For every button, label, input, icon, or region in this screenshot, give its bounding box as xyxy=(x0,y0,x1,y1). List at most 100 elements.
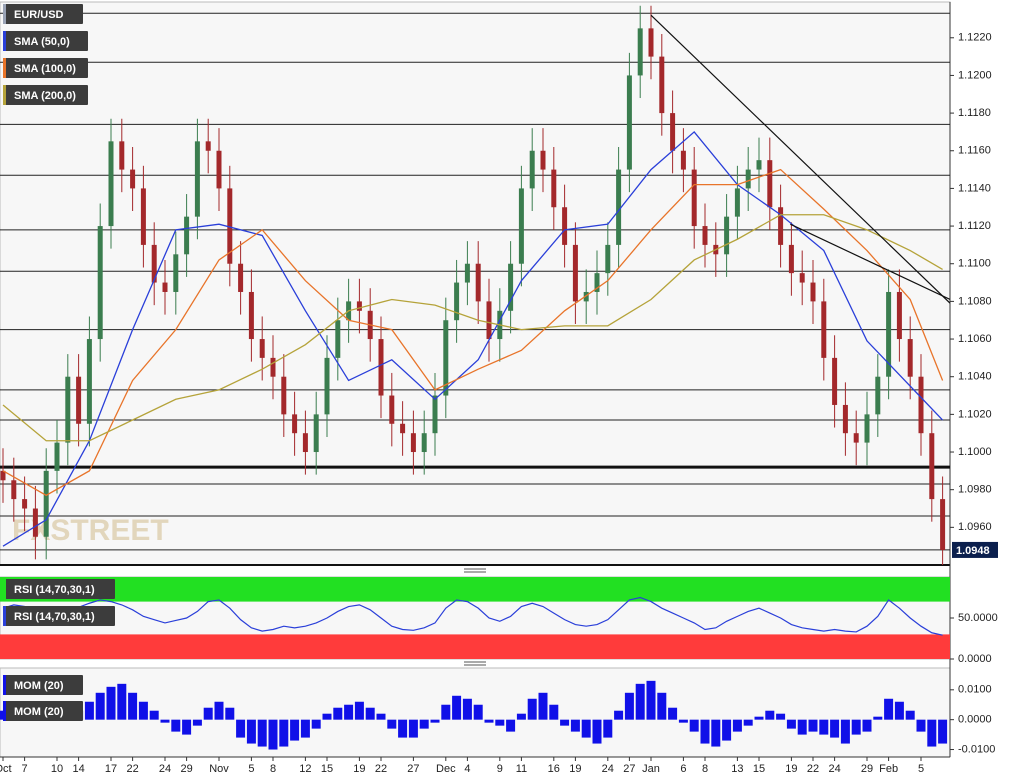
legend-label: SMA (50,0) xyxy=(14,36,70,48)
x-tick-label: 5 xyxy=(248,763,254,775)
mom-bar xyxy=(894,701,904,720)
candle-body xyxy=(572,244,578,302)
mom-bar xyxy=(732,719,742,732)
mom-bar xyxy=(246,719,256,744)
mom-bar xyxy=(322,713,332,720)
x-tick-label: 9 xyxy=(497,763,503,775)
candle-body xyxy=(637,28,643,76)
candle-body xyxy=(778,207,784,245)
mom-bar xyxy=(668,707,678,720)
candle-body xyxy=(464,263,470,283)
mom-bar xyxy=(462,698,472,720)
candle-body xyxy=(745,169,751,189)
legend-label: SMA (200,0) xyxy=(14,90,76,102)
mom-bar xyxy=(387,719,397,729)
mom-bar xyxy=(214,701,224,720)
candle-body xyxy=(799,273,805,283)
resize-handle[interactable] xyxy=(464,568,486,573)
legend-swatch xyxy=(3,58,6,78)
candle-body xyxy=(292,414,298,434)
x-tick-label: 29 xyxy=(180,763,192,775)
candle-body xyxy=(194,141,200,217)
candle-body xyxy=(886,291,892,377)
candle-body xyxy=(670,113,676,151)
legend-swatch xyxy=(3,675,6,695)
candle-body xyxy=(529,150,535,189)
x-tick-label: 22 xyxy=(375,763,387,775)
candle-body xyxy=(302,433,308,453)
mom-bar xyxy=(635,683,645,720)
candle-body xyxy=(896,291,902,340)
candle-body xyxy=(864,414,870,443)
candle-body xyxy=(151,244,157,283)
resize-handle[interactable] xyxy=(464,661,486,666)
y-tick-label: 1.1120 xyxy=(958,220,991,232)
mom-bar xyxy=(527,698,537,720)
x-tick-label: 8 xyxy=(270,763,276,775)
candle-body xyxy=(324,357,330,415)
x-tick-label: 4 xyxy=(464,763,470,775)
mom-bar xyxy=(473,704,483,720)
legend-swatch xyxy=(3,31,6,51)
candle-body xyxy=(173,254,179,292)
mom-bar xyxy=(365,707,375,720)
y-tick-label: 50.0000 xyxy=(958,612,998,624)
mom-bar xyxy=(290,719,300,741)
candle-body xyxy=(486,301,492,340)
mom-bar xyxy=(678,719,688,723)
candle-body xyxy=(475,263,481,302)
candle-body xyxy=(680,150,686,170)
candle-body xyxy=(410,433,416,453)
candle-body xyxy=(432,395,438,434)
mom-bar xyxy=(916,719,926,732)
candle-body xyxy=(140,188,146,245)
x-tick-label: 27 xyxy=(623,763,635,775)
candle-body xyxy=(853,433,859,443)
mom-bar xyxy=(484,719,494,723)
candle-body xyxy=(907,339,913,377)
x-tick-label: Oct xyxy=(0,763,12,775)
legend-box xyxy=(3,85,88,105)
candle-body xyxy=(875,376,881,415)
sma-line xyxy=(2,168,944,497)
candle-body xyxy=(378,339,384,396)
legend-swatch xyxy=(3,606,6,626)
mom-layer xyxy=(0,680,948,750)
mom-bar xyxy=(257,719,267,747)
candle-body xyxy=(400,423,406,434)
mom-bar xyxy=(430,719,440,723)
legend-swatch xyxy=(3,701,6,721)
trend-line xyxy=(790,223,950,301)
legend-label: RSI (14,70,30,1) xyxy=(14,584,95,596)
mom-bar xyxy=(884,698,894,720)
mom-bar xyxy=(560,719,570,726)
mom-bar xyxy=(376,713,386,720)
legend-box xyxy=(3,58,88,78)
rsi-line xyxy=(2,596,943,636)
candle-body xyxy=(32,508,38,537)
mom-bar xyxy=(549,704,559,720)
candle-body xyxy=(43,470,49,537)
sma-line xyxy=(2,214,943,442)
mom-bar xyxy=(408,719,418,738)
candle-body xyxy=(421,433,427,453)
candle-body xyxy=(918,376,924,434)
mom-bar xyxy=(938,719,948,744)
mom-bar xyxy=(570,719,580,732)
mom-bar xyxy=(808,719,818,732)
mom-bar xyxy=(128,692,138,720)
mom-bar xyxy=(441,704,451,720)
candle-body xyxy=(788,244,794,274)
watermark: FXSTREET xyxy=(12,514,169,547)
y-tick-label: -0.0100 xyxy=(958,743,995,755)
oversold-zone xyxy=(0,634,950,659)
mom-bar xyxy=(851,719,861,735)
candle-body xyxy=(443,320,449,396)
x-tick-label: Jan xyxy=(642,763,660,775)
candle-body xyxy=(216,150,222,189)
candle-body xyxy=(162,282,168,292)
mom-bar xyxy=(797,719,807,735)
candle-body xyxy=(583,291,589,302)
mom-bar xyxy=(516,713,526,720)
